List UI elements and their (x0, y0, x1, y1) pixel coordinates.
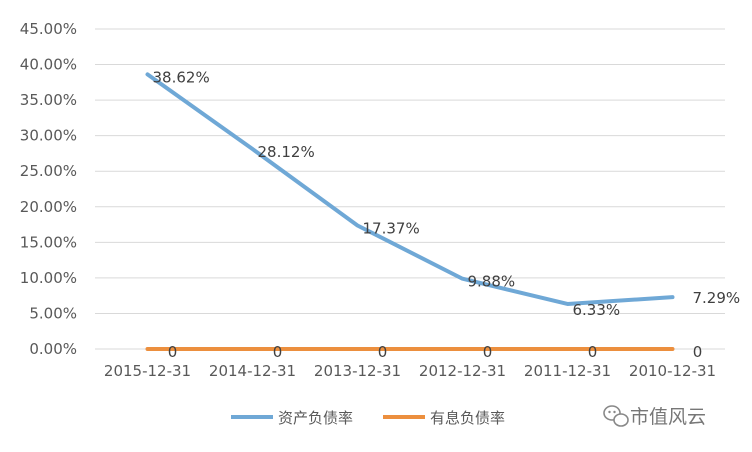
y-tick-label: 20.00% (20, 198, 77, 216)
data-label: 6.33% (573, 301, 621, 319)
y-tick-label: 45.00% (20, 20, 77, 38)
data-label: 0 (588, 343, 598, 361)
x-tick-label: 2013-12-31 (314, 362, 401, 380)
y-tick-label: 5.00% (29, 304, 77, 322)
legend-label: 资产负债率 (278, 409, 353, 427)
data-label: 0 (273, 343, 283, 361)
y-tick-label: 30.00% (20, 127, 77, 145)
watermark-text: 市值风云 (630, 406, 706, 428)
gridlines (95, 28, 725, 350)
x-tick-label: 2012-12-31 (419, 362, 506, 380)
data-label: 0 (378, 343, 388, 361)
data-label: 0 (168, 343, 178, 361)
y-tick-label: 15.00% (20, 233, 77, 251)
data-label: 28.12% (258, 143, 315, 161)
data-labels: 38.62% 28.12% 17.37% 9.88% 6.33% 7.29% 0 0 0 0 0 0 (153, 68, 741, 361)
series-line-0 (145, 72, 675, 306)
y-tick-label: 40.00% (20, 56, 77, 74)
data-label: 0 (483, 343, 493, 361)
y-axis-ticks: 0.00% 5.00% 10.00% 15.00% 20.00% 25.00% 30.00%… (20, 20, 77, 358)
y-tick-label: 0.00% (29, 340, 77, 358)
wechat-icon (603, 405, 629, 427)
legend-label: 有息负债率 (430, 409, 505, 427)
x-tick-label: 2015-12-31 (104, 362, 191, 380)
x-tick-label: 2011-12-31 (524, 362, 611, 380)
data-label: 7.29% (693, 289, 741, 307)
series-lines (145, 72, 675, 351)
data-label: 17.37% (363, 219, 420, 237)
x-axis-ticks: 2015-12-31 2014-12-31 2013-12-31 2012-12-31… (104, 362, 716, 380)
y-tick-label: 35.00% (20, 91, 77, 109)
data-label: 0 (693, 343, 703, 361)
watermark: 市值风云 (603, 405, 706, 428)
y-tick-label: 25.00% (20, 162, 77, 180)
data-label: 9.88% (468, 273, 516, 291)
y-tick-label: 10.00% (20, 269, 77, 287)
legend: 资产负债率 有息负债率 (231, 409, 505, 427)
data-label: 38.62% (153, 68, 210, 86)
x-tick-label: 2010-12-31 (629, 362, 716, 380)
x-tick-label: 2014-12-31 (209, 362, 296, 380)
